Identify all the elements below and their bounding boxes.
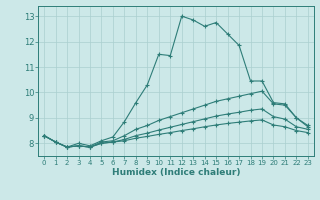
X-axis label: Humidex (Indice chaleur): Humidex (Indice chaleur) bbox=[112, 168, 240, 177]
